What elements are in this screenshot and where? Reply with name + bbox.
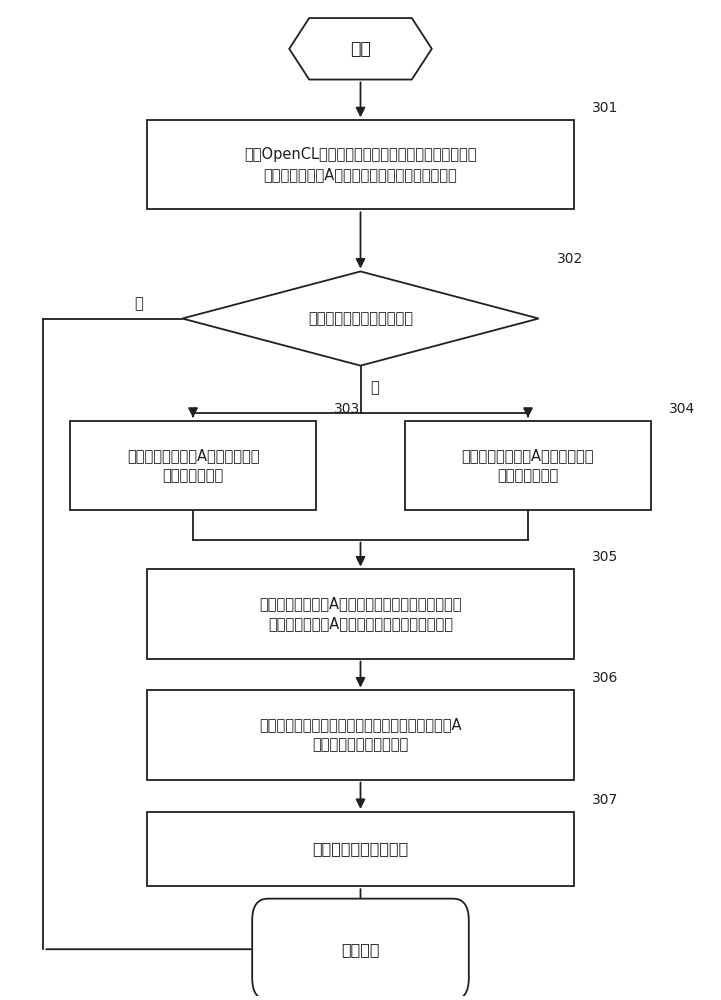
Text: 结束流程: 结束流程 [341, 942, 380, 957]
Text: 生成编译执行代码文件: 生成编译执行代码文件 [312, 842, 409, 857]
Text: 301: 301 [592, 101, 619, 115]
Text: 选择执行消耗时间较小的映射模式为所述操作数据A
在编译时的编译数据模式: 选择执行消耗时间较小的映射模式为所述操作数据A 在编译时的编译数据模式 [260, 718, 461, 752]
Text: 304: 304 [669, 402, 695, 416]
Text: 验证所述操作数据是否安全: 验证所述操作数据是否安全 [308, 311, 413, 326]
Bar [146, 812, 575, 886]
Text: 是: 是 [370, 380, 379, 395]
Text: 305: 305 [592, 550, 619, 564]
Text: 306: 306 [592, 671, 619, 685]
Text: 计算所述操作数据A在复制模式下
的执行消耗时间: 计算所述操作数据A在复制模式下 的执行消耗时间 [127, 448, 260, 483]
Text: 获取OpenCL程序的源程序文件，并确定源程序文件中
定义的操作数据A的第一数据传输模式为复制模式: 获取OpenCL程序的源程序文件，并确定源程序文件中 定义的操作数据A的第一数据… [244, 147, 477, 182]
Text: 307: 307 [592, 793, 619, 807]
Text: 开始: 开始 [350, 40, 371, 58]
Text: 计算所述操作数据A在映射模式下
的执行消耗时间: 计算所述操作数据A在映射模式下 的执行消耗时间 [461, 448, 594, 483]
Text: 302: 302 [557, 252, 583, 266]
Text: 303: 303 [334, 402, 360, 416]
FancyBboxPatch shape [252, 899, 469, 1000]
Bar [146, 120, 575, 209]
Polygon shape [182, 271, 539, 366]
Bar [146, 569, 575, 659]
Polygon shape [289, 18, 432, 80]
Text: 比较所述操作数据A在复制模式下的执行消耗时间以
及所述操作数据A在映射模式下的执行消耗时间: 比较所述操作数据A在复制模式下的执行消耗时间以 及所述操作数据A在映射模式下的执… [260, 597, 461, 631]
Bar [405, 421, 651, 510]
Bar [146, 690, 575, 780]
Bar [70, 421, 316, 510]
Text: 否: 否 [134, 296, 143, 311]
